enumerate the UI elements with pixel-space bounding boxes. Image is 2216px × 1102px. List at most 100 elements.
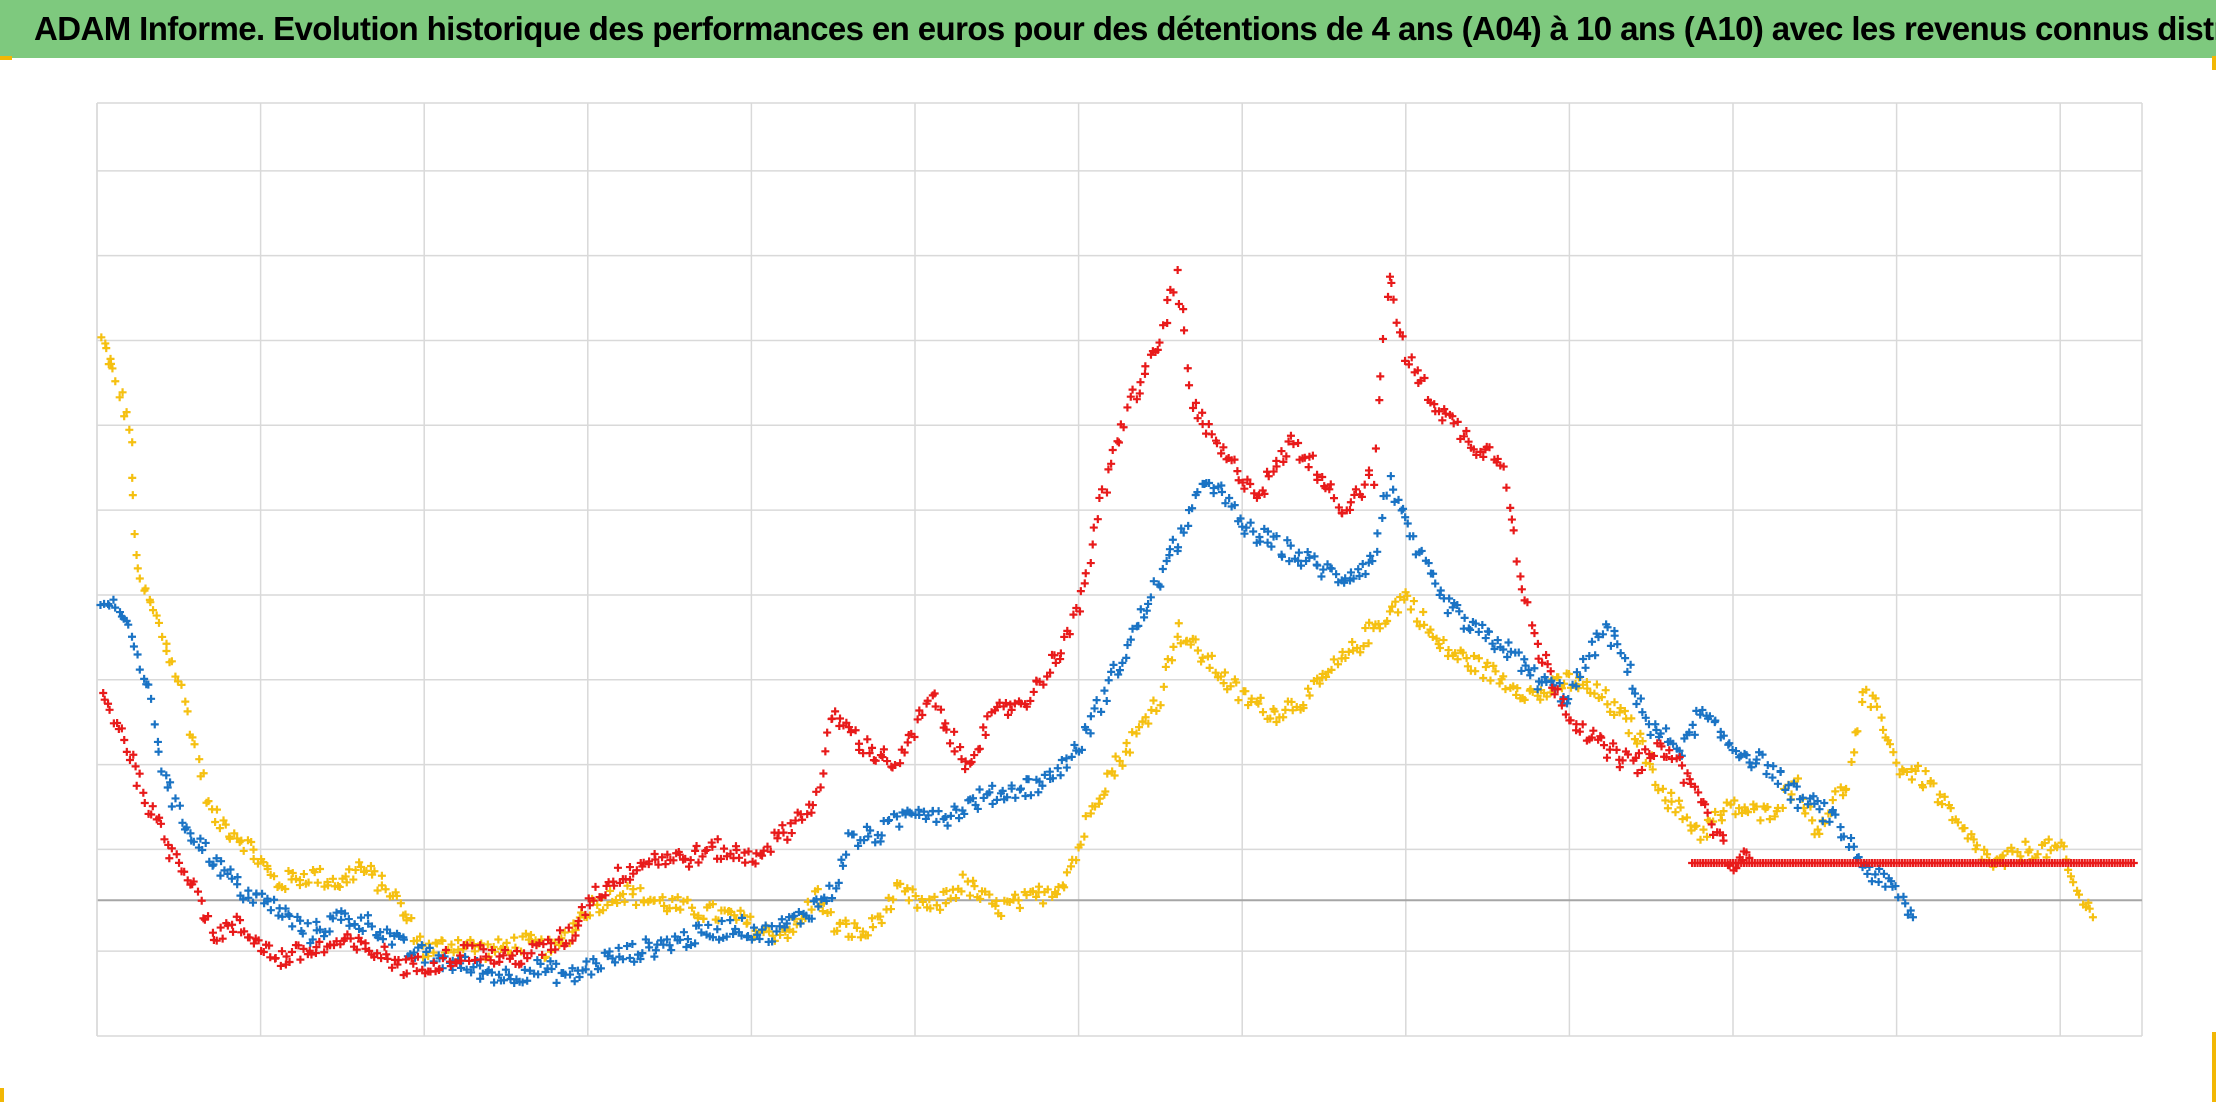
data-point-marker [1341,574,1350,583]
data-point-marker [708,933,717,942]
data-point-marker [610,881,619,890]
data-point-marker [1185,381,1194,390]
data-point-marker [1940,792,1949,801]
data-point-marker [1499,645,1508,654]
data-point-marker [1103,769,1112,778]
data-point-marker [1382,491,1391,500]
data-point-marker [755,934,764,943]
data-point-marker [1667,788,1676,797]
data-point-marker [259,858,268,867]
data-point-marker [753,930,762,939]
data-point-marker [1514,648,1523,657]
data-point-marker [1675,753,1684,762]
data-point-marker [751,859,760,868]
data-point-marker [1256,537,1265,546]
data-point-marker [913,715,922,724]
data-point-marker [139,788,148,797]
data-point-marker [147,694,156,703]
data-point-marker [681,854,690,863]
data-point-marker [402,916,411,925]
data-point-marker [1784,781,1793,790]
data-point-marker [1366,551,1375,560]
data-point-marker [377,871,386,880]
data-point-marker [294,941,303,950]
data-point-marker [667,946,676,955]
data-point-marker [424,952,433,961]
data-point-marker [915,810,924,819]
data-point-marker [253,859,262,868]
data-point-marker [763,842,772,851]
data-point-marker [1082,725,1091,734]
data-point-marker [304,878,313,887]
data-point-marker [632,866,641,875]
data-point-marker [668,895,677,904]
data-point-marker [504,970,513,979]
data-point-marker [1434,639,1443,648]
data-point-marker [863,931,872,940]
data-point-marker [97,333,106,342]
data-point-marker [1448,603,1457,612]
data-point-marker [719,844,728,853]
data-point-marker [1097,707,1106,716]
data-point-marker [546,939,555,948]
data-point-marker [144,680,153,689]
data-point-marker [1123,641,1132,650]
data-point-marker [1241,687,1250,696]
data-point-marker [1156,701,1165,710]
data-point-marker [1376,372,1385,381]
data-point-marker [392,891,401,900]
data-point-marker [219,816,228,825]
data-point-marker [883,757,892,766]
data-point-marker [1305,553,1314,562]
data-point-marker [1776,767,1785,776]
data-point-marker [270,895,279,904]
data-point-marker [1483,658,1492,667]
data-point-marker [534,970,543,979]
data-point-marker [527,949,536,958]
data-point-marker [271,954,280,963]
data-point-marker [846,728,855,737]
data-point-marker [1204,420,1213,429]
data-point-marker [195,755,204,764]
data-point-marker [575,972,584,981]
data-point-marker [1246,480,1255,489]
data-point-marker [1530,629,1539,638]
data-point-marker [1709,830,1718,839]
data-point-marker [355,858,364,867]
data-point-marker [249,854,258,863]
data-point-marker [1781,785,1790,794]
data-point-marker [1493,454,1502,463]
data-point-marker [708,842,717,851]
data-point-marker [1682,813,1691,822]
data-point-marker [105,601,114,610]
data-point-marker [199,914,208,923]
data-point-marker [1104,676,1113,685]
data-point-marker [934,807,943,816]
data-point-marker [1657,742,1666,751]
data-point-marker [1597,693,1606,702]
data-point-marker [798,815,807,824]
data-point-marker [1113,437,1122,446]
data-point-marker [1490,645,1499,654]
data-point-marker [212,936,221,945]
data-point-marker [1183,364,1192,373]
data-point-marker [362,866,371,875]
data-point-marker [1719,807,1728,816]
data-point-marker [699,914,708,923]
data-point-marker [1489,661,1498,670]
data-point-marker [356,937,365,946]
data-point-marker [682,942,691,951]
data-point-marker [638,862,647,871]
data-point-marker [1348,638,1357,647]
data-point-marker [1234,696,1243,705]
data-point-marker [985,788,994,797]
data-point-marker [1509,682,1518,691]
data-point-marker [941,813,950,822]
data-point-marker [167,657,176,666]
data-point-marker [1081,812,1090,821]
data-point-marker [819,769,828,778]
data-point-marker [605,947,614,956]
data-point-marker [629,885,638,894]
data-point-marker [1346,498,1355,507]
data-point-marker [1481,663,1490,672]
